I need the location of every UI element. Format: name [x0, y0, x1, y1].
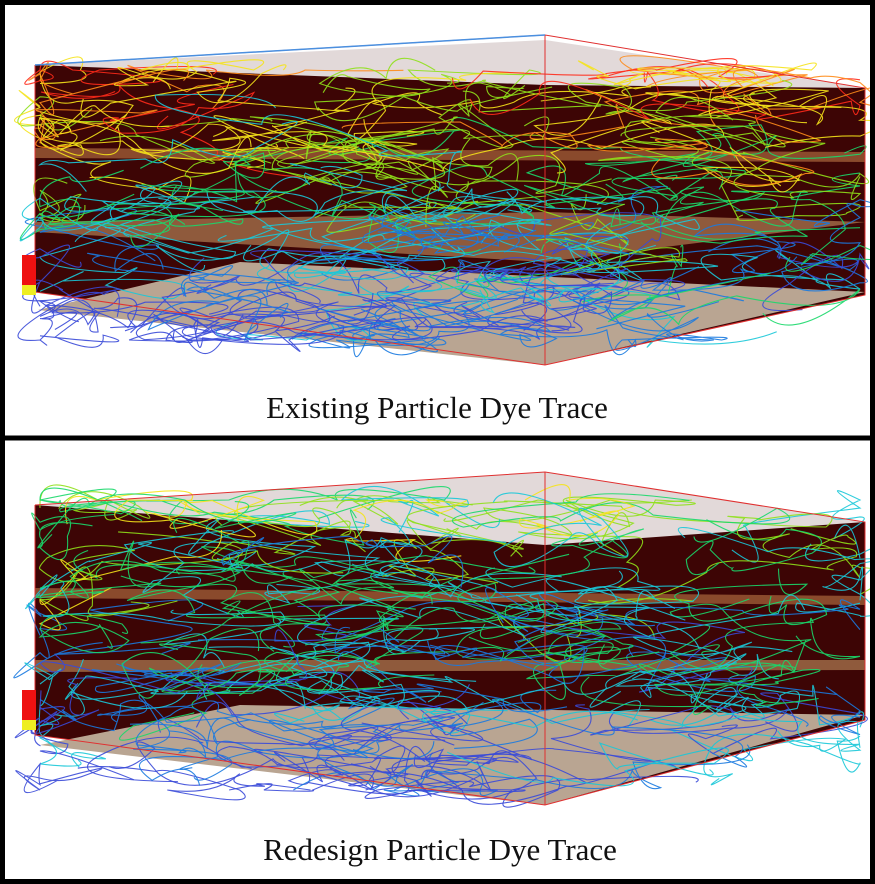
- legend-swatch: [22, 720, 36, 730]
- figure: Existing Particle Dye Trace Redesign Par…: [0, 0, 875, 884]
- caption: Existing Particle Dye Trace: [266, 390, 608, 425]
- legend-swatch: [22, 255, 36, 285]
- legend-swatch: [22, 690, 36, 720]
- caption: Redesign Particle Dye Trace: [263, 832, 617, 867]
- legend-swatch: [22, 285, 36, 295]
